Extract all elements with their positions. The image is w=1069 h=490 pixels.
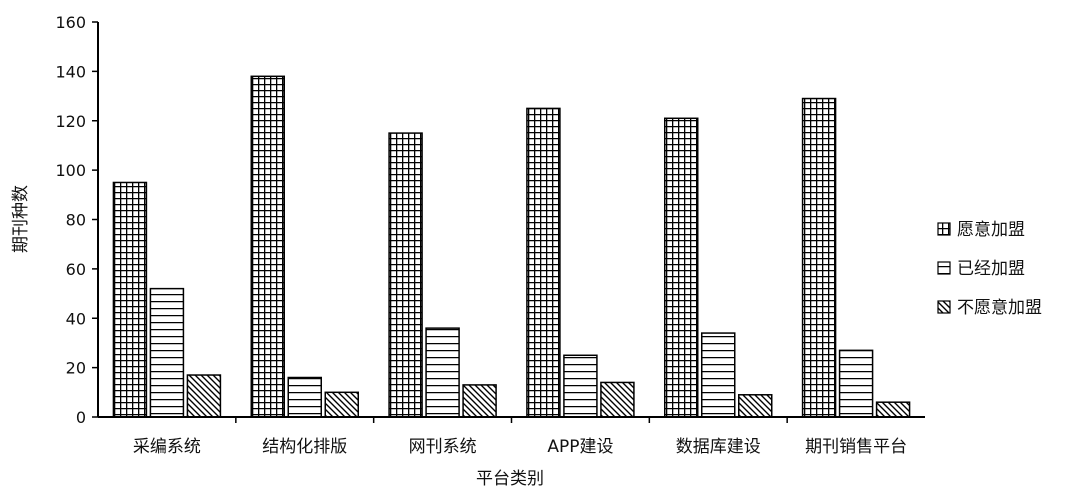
y-tick-label: 20: [66, 359, 86, 378]
bar-horizontal-4: [701, 332, 736, 418]
bar-horizontal-5: [838, 349, 874, 418]
x-category-label: APP建设: [547, 437, 613, 457]
bar-horizontal-1: [287, 376, 322, 418]
bar-diagonal-2: [462, 384, 497, 418]
y-tick-label: 140: [55, 62, 86, 81]
legend-label: 已经加盟: [957, 259, 1025, 279]
y-tick-label: 60: [66, 260, 86, 279]
y-tick-label: 120: [55, 112, 86, 131]
y-axis-title: 期刊种数: [11, 185, 31, 253]
y-tick-label: 0: [76, 408, 86, 427]
bar-diagonal-0: [186, 374, 222, 418]
x-category-label: 结构化排版: [262, 437, 347, 457]
x-axis-title: 平台类别: [476, 469, 544, 489]
x-category-label: 网刊系统: [409, 437, 477, 457]
x-axis-category-labels: 采编系统 结构化排版 网刊系统 APP建设 数据库建设 期刊销售平台: [133, 437, 907, 457]
x-category-label: 数据库建设: [676, 437, 761, 457]
bar-horizontal-2: [425, 327, 460, 418]
bar-diagonal-1: [324, 391, 359, 418]
legend-swatch-diagonal: [937, 300, 951, 314]
bar-diagonal-5: [875, 401, 911, 418]
bar-grid-4: [664, 117, 699, 418]
y-tick-label: 40: [66, 309, 86, 328]
bar-grid-1: [250, 75, 285, 418]
bar-diagonal-4: [738, 394, 773, 418]
plot-area: [112, 75, 911, 423]
bar-grid-5: [801, 97, 837, 418]
y-tick-label: 100: [55, 161, 86, 180]
y-axis-ticks: 0 20 40 60 80 100 120 140 160: [55, 13, 98, 427]
bar-grid-3: [526, 107, 561, 418]
y-tick-label: 160: [55, 13, 86, 32]
bar-diagonal-3: [600, 381, 635, 418]
legend-swatch-horizontal: [937, 261, 951, 275]
bar-grid-2: [388, 132, 423, 418]
bar-grid-0: [112, 181, 148, 418]
x-category-label: 期刊销售平台: [805, 437, 907, 457]
legend-swatch-grid: [937, 222, 951, 236]
legend-label: 不愿意加盟: [957, 298, 1042, 318]
y-tick-label: 80: [66, 211, 86, 230]
bar-horizontal-0: [149, 287, 185, 418]
x-category-label: 采编系统: [133, 437, 201, 457]
bar-horizontal-3: [563, 354, 598, 418]
legend-label: 愿意加盟: [957, 220, 1025, 240]
